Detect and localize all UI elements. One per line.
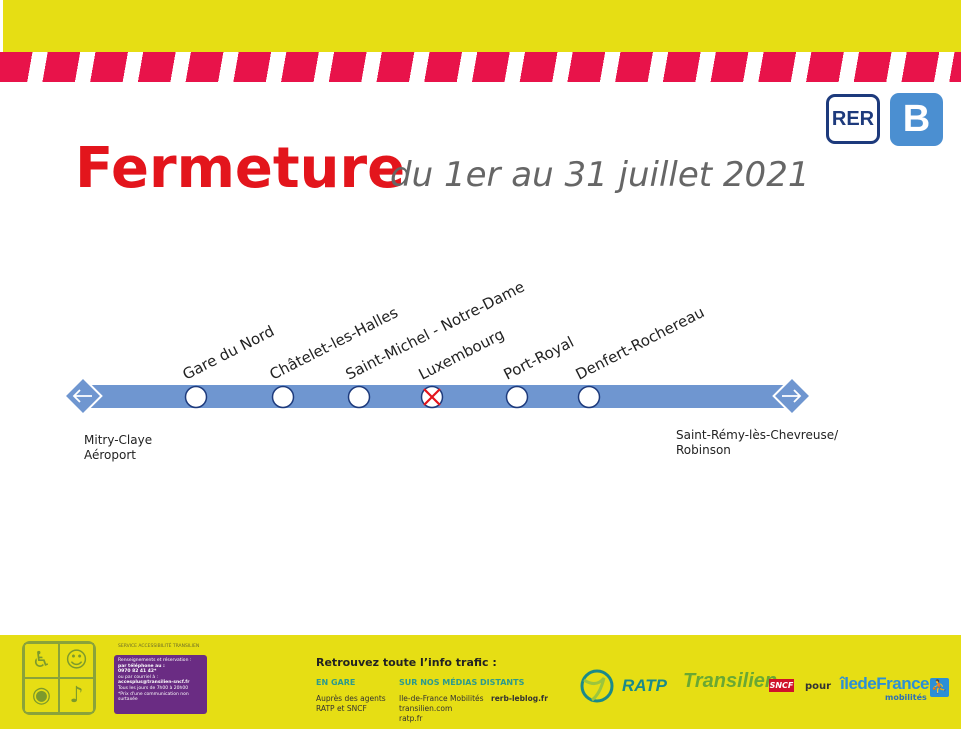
- col-media-line: transilien.com: [399, 704, 453, 713]
- col-media-heading: SUR NOS MÉDIAS DISTANTS: [399, 678, 525, 687]
- service-line: par téléphone au :: [118, 663, 165, 669]
- col-gare-line: Auprès des agents: [316, 694, 386, 703]
- terminus-left: Mitry-Claye Aéroport: [84, 433, 152, 463]
- warning-stripes: [0, 52, 961, 82]
- service-line: Renseignements et réservation :: [118, 658, 192, 663]
- right-arrow-icon: [772, 376, 812, 416]
- closed-cross-icon: [423, 388, 441, 406]
- ratp-label: RATP: [622, 676, 668, 695]
- col-media-line: Ile-de-France Mobilités: [399, 694, 484, 703]
- station-label: Port-Royal: [501, 333, 577, 384]
- station-circle: [577, 385, 601, 409]
- station-circle: [505, 385, 529, 409]
- terminus-right-line2: Robinson: [676, 443, 731, 457]
- left-arrow-icon: [63, 376, 103, 416]
- blog-link[interactable]: rerb-leblog.fr: [491, 694, 548, 703]
- station-circle: [271, 385, 295, 409]
- cognitive-icon: ☺: [59, 643, 94, 678]
- station-label: Gare du Nord: [180, 322, 278, 384]
- line-map: Gare du NordChâtelet-les-HallesSaint-Mic…: [63, 278, 812, 416]
- info-title: Retrouvez toute l’info trafic :: [316, 656, 497, 669]
- visual-impairment-icon: ◉: [24, 678, 59, 713]
- terminus-right-line1: Saint-Rémy-lès-Chevreuse/: [676, 428, 839, 442]
- wheelchair-icon: ♿: [24, 643, 59, 678]
- col-gare-heading: EN GARE: [316, 678, 356, 687]
- service-title: SERVICE ACCESSIBILITÉ TRANSILIEN: [118, 644, 200, 649]
- service-line: *Prix d'une communication non surtaxée: [118, 691, 189, 703]
- col-gare-line: RATP et SNCF: [316, 704, 367, 713]
- service-accessibility-box: Renseignements et réservation : par télé…: [114, 655, 207, 714]
- closure-dates: du 1er au 31 juillet 2021: [390, 155, 810, 195]
- col-gare-text: Auprès des agents RATP et SNCF: [316, 694, 386, 714]
- line-b-badge: B: [890, 93, 943, 146]
- ratp-logo-icon: [580, 669, 614, 703]
- top-yellow-band: [3, 0, 961, 52]
- terminus-left-line2: Aéroport: [84, 448, 136, 462]
- service-line: Tous les jours de 7h00 à 20h00: [118, 685, 189, 691]
- service-line: ou par courriel à :: [118, 674, 159, 680]
- rer-badge: RER: [826, 94, 880, 144]
- closure-title: Fermeture: [75, 136, 406, 201]
- transilien-label: Transilien: [683, 670, 778, 692]
- station-label: Châtelet-les-Halles: [267, 303, 401, 383]
- service-line: accesplus@transilien-sncf.fr: [118, 680, 190, 686]
- station-label: Denfert-Rochereau: [573, 303, 708, 383]
- pour-label: pour: [805, 681, 832, 692]
- service-line: 0970 82 41 42*: [118, 669, 157, 675]
- sncf-logo: SNCF: [769, 679, 794, 692]
- station-circle: [347, 385, 371, 409]
- station-circle: [184, 385, 208, 409]
- col-media-line: ratp.fr: [399, 714, 423, 723]
- idf-person-icon: ⛹: [930, 678, 949, 697]
- terminus-left-line1: Mitry-Claye: [84, 433, 153, 447]
- col-media-text: Ile-de-France Mobilités transilien.com r…: [399, 694, 484, 724]
- accessibility-pictograms: ♿ ☺ ◉ ♪: [22, 641, 96, 715]
- idf-label: îledeFrance: [840, 674, 930, 693]
- idf-sub-label: mobilités: [885, 693, 927, 702]
- hearing-impairment-icon: ♪: [59, 678, 94, 713]
- terminus-right: Saint-Rémy-lès-Chevreuse/ Robinson: [676, 428, 838, 458]
